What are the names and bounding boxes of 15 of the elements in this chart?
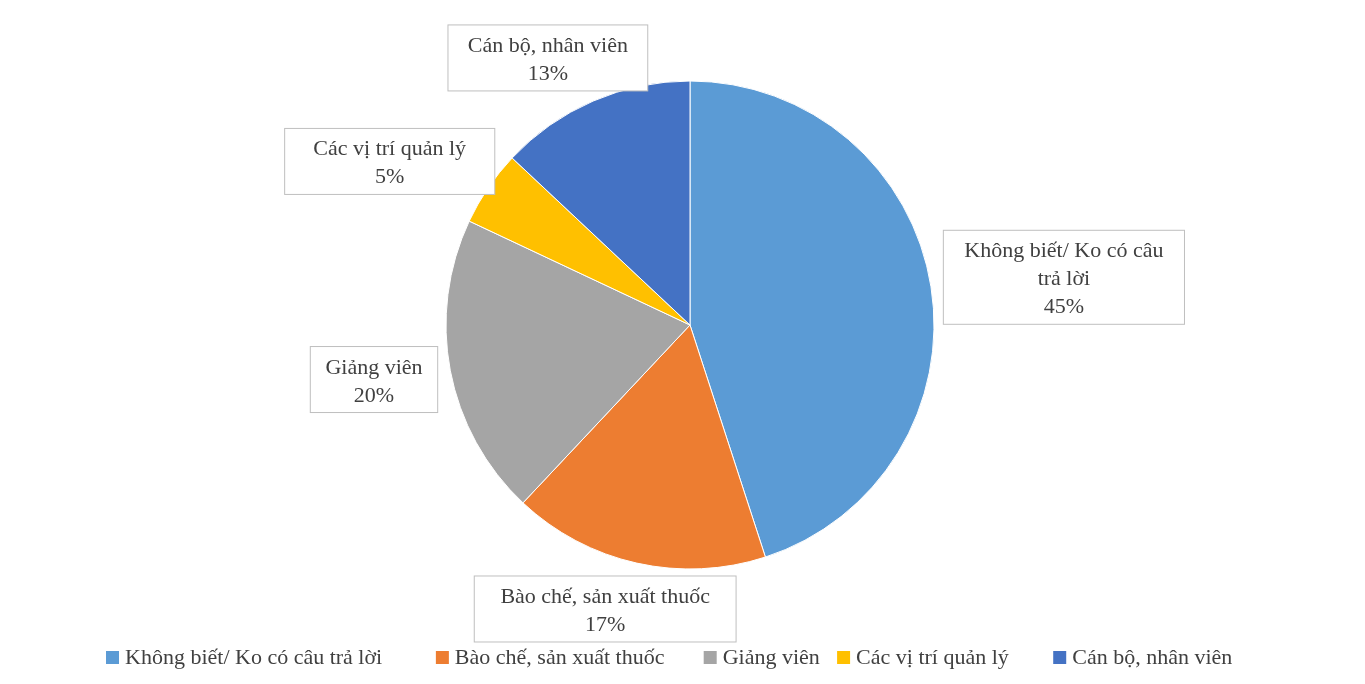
slice-label: Cán bộ, nhân viên (467, 31, 628, 57)
slice-label: Bào chế, sản xuất thuốc (500, 582, 711, 608)
data-label: 20% (353, 381, 395, 407)
slice-label: Giảng viên (325, 353, 423, 379)
legend-label: Không biết/ Ko có câu trả lời (125, 644, 383, 669)
legend-label: Cán bộ, nhân viên (1072, 644, 1233, 669)
data-label: 5% (375, 163, 405, 189)
legend-label: Giảng viên (722, 644, 820, 669)
slice-label: Các vị trí quản lý (313, 135, 467, 161)
data-label: 13% (527, 59, 569, 85)
legend-label: Các vị trí quản lý (856, 644, 1009, 669)
data-label: 17% (585, 610, 626, 636)
data-label: 45% (1043, 293, 1085, 319)
slice-label: Không biết/ Ko có câu trả lời (964, 237, 1164, 291)
legend-label: Bào chế, sản xuất thuốc (454, 644, 665, 669)
